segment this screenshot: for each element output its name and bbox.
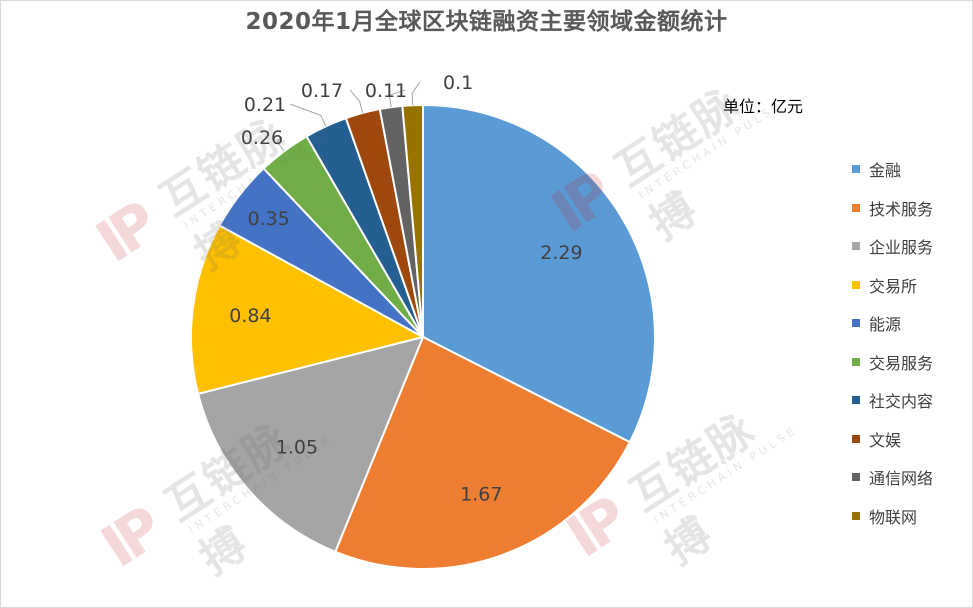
legend-item: 金融 (852, 150, 970, 189)
pie-slice-1 (422, 103, 656, 444)
legend-label: 交易服务 (869, 353, 934, 373)
pie-slice-10 (401, 103, 424, 338)
chart-title: 2020年1月全球区块链融资主要领域金额统计 (245, 9, 728, 35)
data-label-4: 0.84 (229, 305, 271, 327)
data-label-5: 0.35 (248, 208, 290, 230)
legend-swatch (852, 473, 860, 482)
leader-line-6 (276, 136, 285, 152)
pie-slice-4 (190, 224, 426, 396)
data-label-6: 0.26 (241, 127, 283, 149)
legend-swatch (852, 203, 860, 212)
legend-item: 能源 (852, 304, 970, 343)
legend-item: 物联网 (852, 497, 970, 536)
data-label-1: 2.29 (540, 242, 582, 264)
legend-label: 交易所 (869, 276, 918, 296)
legend-swatch (852, 434, 860, 443)
data-label-7: 0.21 (244, 94, 286, 116)
legend-label: 物联网 (869, 507, 918, 527)
pie-slice-2 (333, 335, 632, 570)
leader-line-7 (289, 103, 327, 127)
leader-line-10 (411, 81, 421, 106)
leader-line-8 (349, 89, 364, 114)
legend-swatch (852, 242, 860, 251)
legend-swatch (852, 280, 860, 289)
leader-line-9 (388, 89, 406, 108)
legend-item: 社交内容 (852, 381, 970, 420)
data-label-8: 0.17 (301, 80, 343, 102)
legend-swatch (852, 357, 860, 366)
legend-swatch (852, 396, 860, 405)
data-label-10: 0.1 (443, 72, 473, 94)
legend-label: 企业服务 (869, 238, 934, 258)
legend-swatch (852, 511, 860, 520)
legend-item: 交易服务 (852, 343, 970, 382)
legend-item: 企业服务 (852, 227, 970, 266)
data-labels: 2.29 1.67 1.05 0.84 0.35 0.26 0.21 0.17 0.11 0.1 (229, 72, 582, 506)
legend-label: 社交内容 (869, 392, 934, 412)
legend-label: 文娱 (869, 430, 902, 450)
data-label-2: 1.67 (460, 484, 502, 506)
unit-label: 单位：亿元 (723, 97, 804, 116)
legend-item: 交易所 (852, 266, 970, 305)
data-label-3: 1.05 (276, 437, 318, 459)
legend-swatch (852, 319, 860, 328)
legend-item: 技术服务 (852, 189, 970, 228)
data-label-9: 0.11 (365, 80, 407, 102)
leader-lines (276, 81, 421, 152)
pie-slices (190, 103, 656, 570)
legend: 金融技术服务企业服务交易所能源交易服务社交内容文娱通信网络物联网 (852, 150, 970, 535)
legend-item: 通信网络 (852, 458, 970, 497)
pie-slice-3 (196, 335, 425, 554)
legend-item: 文娱 (852, 420, 970, 459)
legend-label: 技术服务 (869, 199, 934, 219)
legend-label: 通信网络 (869, 469, 934, 489)
legend-label: 能源 (869, 315, 902, 335)
legend-swatch (852, 165, 860, 174)
legend-label: 金融 (869, 161, 902, 181)
